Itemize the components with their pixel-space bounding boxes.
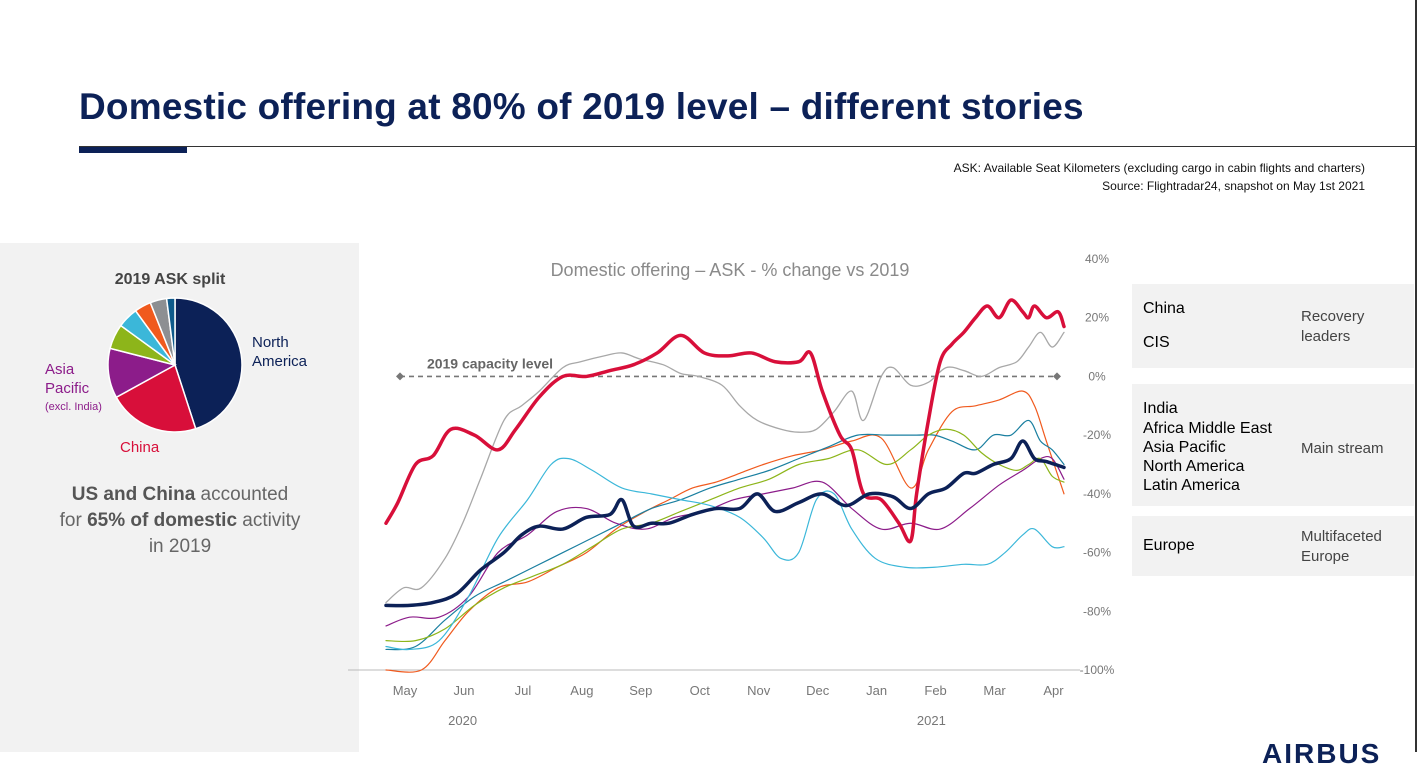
x-tick-label: Oct <box>690 683 711 698</box>
x-tick-label: Mar <box>983 683 1006 698</box>
pie-label-na-line2: America <box>252 353 308 370</box>
pie-label-ap-sub: (excl. India) <box>45 401 102 413</box>
group-label-recovery: Recovery leaders <box>1301 307 1364 347</box>
x-tick-label: May <box>393 683 418 698</box>
group-label-europe-1: Multifaceted <box>1301 528 1382 545</box>
legend-india: India <box>1143 400 1178 417</box>
series-line-africa-middle-east <box>385 419 1065 651</box>
pie-label-north-america: North America <box>252 333 307 371</box>
group-label-mainstream: Main stream <box>1301 440 1384 457</box>
legend-box-mainstream <box>1132 384 1414 506</box>
text-part-1: accounted <box>195 484 289 505</box>
pie-slice-0 <box>174 297 243 430</box>
x-year-label: 2021 <box>917 713 946 728</box>
reference-line-label: 2019 capacity level <box>427 355 553 371</box>
series-line-europe <box>385 457 1065 651</box>
us-china-share-text: US and China accounted for 65% of domest… <box>20 482 340 560</box>
legend-africa-middle-east: Africa Middle East <box>1143 420 1272 437</box>
y-tick-label: -100% <box>1080 663 1115 677</box>
series-line-china <box>384 298 1066 544</box>
reference-line-marker <box>396 372 404 381</box>
x-tick-label: Jul <box>515 683 532 698</box>
title-rule <box>79 146 1415 147</box>
legend-asia-pacific: Asia Pacific <box>1143 439 1226 456</box>
x-tick-label: Feb <box>924 683 946 698</box>
x-tick-label: Apr <box>1043 683 1064 698</box>
series-line-latin-america <box>385 428 1065 643</box>
series-line-india <box>385 390 1065 673</box>
reference-line-marker <box>1053 372 1061 381</box>
legend-cis: CIS <box>1143 334 1170 351</box>
legend-north-america: North America <box>1143 458 1245 475</box>
y-tick-label: -20% <box>1083 428 1111 442</box>
x-year-label: 2020 <box>448 713 477 728</box>
text-bold-1: US and China <box>71 484 196 505</box>
line-chart-title: Domestic offering – ASK - % change vs 20… <box>551 260 910 280</box>
y-tick-label: 40% <box>1085 252 1109 266</box>
pie-label-na-line1: North <box>252 334 289 351</box>
pie-slice-1 <box>115 363 197 433</box>
title-accent-bar <box>79 147 187 153</box>
legend-box-recovery <box>1132 284 1414 368</box>
ask-definition-note: ASK: Available Seat Kilometers (excludin… <box>953 161 1365 175</box>
page-title: Domestic offering at 80% of 2019 level –… <box>79 86 1084 127</box>
group-label-recovery-1: Recovery <box>1301 308 1365 325</box>
group-label-europe-2: Europe <box>1301 548 1350 565</box>
legend-china: China <box>1143 300 1185 317</box>
series-line-north-america <box>384 439 1066 608</box>
text-bold-2: 65% of domestic <box>87 510 238 531</box>
x-tick-label: Jan <box>866 683 887 698</box>
text-part-2: for <box>59 510 88 531</box>
x-tick-label: Aug <box>570 683 593 698</box>
x-tick-label: Sep <box>629 683 652 698</box>
pie-label-china: China <box>120 439 160 456</box>
y-tick-label: -40% <box>1083 487 1111 501</box>
legend-latin-america: Latin America <box>1143 477 1240 494</box>
x-tick-label: Jun <box>453 683 474 698</box>
y-tick-label: 20% <box>1085 311 1109 325</box>
text-part-4: in 2019 <box>148 536 212 557</box>
pie-label-ap-line1: Asia <box>45 361 75 378</box>
text-part-3: activity <box>237 510 301 531</box>
ask-split-pie-chart <box>107 297 243 433</box>
pie-label-asia-pacific: Asia Pacific (excl. India) <box>45 360 102 417</box>
pie-title: 2019 ASK split <box>114 271 226 288</box>
source-note: Source: Flightradar24, snapshot on May 1… <box>1102 179 1365 193</box>
pie-slice-7 <box>165 297 176 366</box>
series-line-cis <box>385 331 1065 604</box>
y-tick-label: 0% <box>1088 369 1106 383</box>
airbus-logo: AIRBUS <box>1262 738 1382 769</box>
legend-europe: Europe <box>1143 537 1195 554</box>
x-tick-label: Nov <box>747 683 771 698</box>
y-tick-label: -60% <box>1083 546 1111 560</box>
series-line-asia-pacific <box>385 456 1065 627</box>
pie-label-ap-line2: Pacific <box>45 380 90 397</box>
y-tick-label: -80% <box>1083 604 1111 618</box>
group-label-recovery-2: leaders <box>1301 328 1351 345</box>
legend-box-europe <box>1132 516 1414 576</box>
group-label-europe: Multifaceted Europe <box>1301 527 1382 567</box>
slide-edge <box>1415 0 1417 752</box>
x-tick-label: Dec <box>806 683 830 698</box>
